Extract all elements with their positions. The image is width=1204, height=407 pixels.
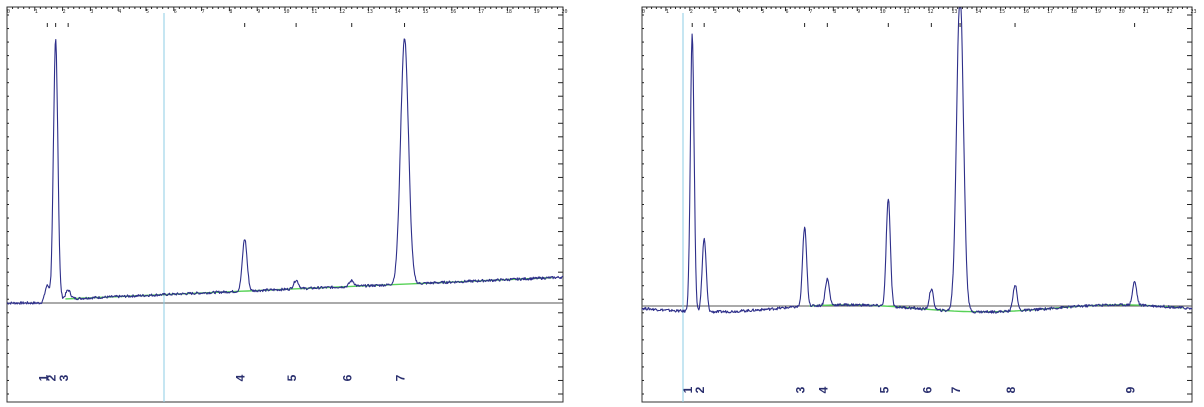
peak-label: 2 [693, 386, 707, 393]
x-axis-tick-label: 15 [422, 9, 428, 15]
x-axis-tick-label: 6 [785, 9, 788, 15]
x-axis-tick-label: 20 [561, 9, 567, 15]
x-axis-tick-label: 21 [1143, 9, 1149, 15]
x-axis-tick-label: 0 [7, 9, 10, 15]
chromatogram-panel-left: 0 1 2 3 4 5 6 7 8 9 10 11 12 13 14 15 16 17 18 19 20 1 2 3 4 5 6 7 [4, 4, 573, 406]
peak-label: 8 [1004, 386, 1018, 393]
x-axis-tick-label: 4 [738, 9, 741, 15]
x-axis-tick-label: 2 [690, 9, 693, 15]
x-axis-tick-label: 7 [202, 9, 205, 15]
x-axis-tick-label: 16 [450, 9, 456, 15]
x-axis-tick-label: 9 [257, 9, 260, 15]
peak-label: 5 [285, 374, 299, 381]
peak-label: 2 [45, 374, 59, 381]
peak-label: 1 [36, 374, 50, 381]
x-axis-tick-label: 0 [642, 9, 645, 15]
peak-label: 5 [877, 386, 891, 393]
chromatogram-right: 0 1 2 3 4 5 6 7 8 9 10 11 12 13 14 15 16 17 18 19 20 21 22 2312… [641, 6, 1197, 403]
plot-frame [641, 6, 1193, 403]
x-axis-tick-label: 11 [904, 9, 910, 15]
x-axis-tick-label: 13 [951, 9, 957, 15]
x-axis-tick-label: 20 [1119, 9, 1125, 15]
x-axis-tick-label: 15 [999, 9, 1005, 15]
peak-label: 4 [234, 374, 248, 381]
x-axis-tick-label: 5 [762, 9, 765, 15]
peak-label: 3 [794, 386, 808, 393]
x-axis-tick-label: 14 [395, 9, 401, 15]
x-axis-tick-label: 13 [367, 9, 373, 15]
x-axis-tick-label: 19 [534, 9, 540, 15]
x-axis-tick-label: 8 [833, 9, 836, 15]
x-axis-tick-label: 9 [857, 9, 860, 15]
x-axis-tick-label: 4 [118, 9, 121, 15]
x-axis-tick-label: 2 [63, 9, 66, 15]
x-axis-tick-label: 18 [1071, 9, 1077, 15]
x-axis-tick-label: 1 [35, 9, 38, 15]
x-axis-tick-label: 3 [90, 9, 93, 15]
peak-label: 6 [341, 374, 355, 381]
x-axis-tick-label: 6 [174, 9, 177, 15]
x-axis-tick-label: 11 [311, 9, 317, 15]
peak-label: 3 [57, 374, 71, 381]
x-axis-tick-label: 3 [714, 9, 717, 15]
peak-label: 4 [816, 386, 830, 393]
peak-label: 7 [949, 386, 963, 393]
peak-label: 7 [394, 374, 408, 381]
peak-label: 9 [1124, 386, 1138, 393]
signal-trace [641, 7, 1193, 314]
x-axis-tick-label: 16 [1023, 9, 1029, 15]
x-axis-tick-label: 19 [1095, 9, 1101, 15]
x-axis-tick-label: 23 [1190, 9, 1196, 15]
x-axis-tick-label: 14 [975, 9, 981, 15]
x-axis-tick-label: 22 [1167, 9, 1173, 15]
peak-label: 1 [681, 386, 695, 393]
x-axis-tick-label: 1 [666, 9, 669, 15]
x-axis-tick-label: 5 [146, 9, 149, 15]
signal-trace [6, 38, 564, 305]
x-axis-tick-label: 8 [229, 9, 232, 15]
x-axis-tick-label: 12 [927, 9, 933, 15]
x-axis-tick-label: 10 [880, 9, 886, 15]
chromatogram-panel-right: 0 1 2 3 4 5 6 7 8 9 10 11 12 13 14 15 16 17 18 19 20 21 22 23 1 2… [639, 4, 1202, 406]
x-axis-tick-label: 10 [283, 9, 289, 15]
x-axis-tick-label: 17 [1047, 9, 1053, 15]
plot-frame [6, 6, 564, 403]
peak-label: 6 [920, 386, 934, 393]
x-axis-tick-label: 17 [478, 9, 484, 15]
x-axis-tick-label: 18 [506, 9, 512, 15]
x-axis-tick-label: 12 [339, 9, 345, 15]
x-axis-tick-label: 7 [809, 9, 812, 15]
